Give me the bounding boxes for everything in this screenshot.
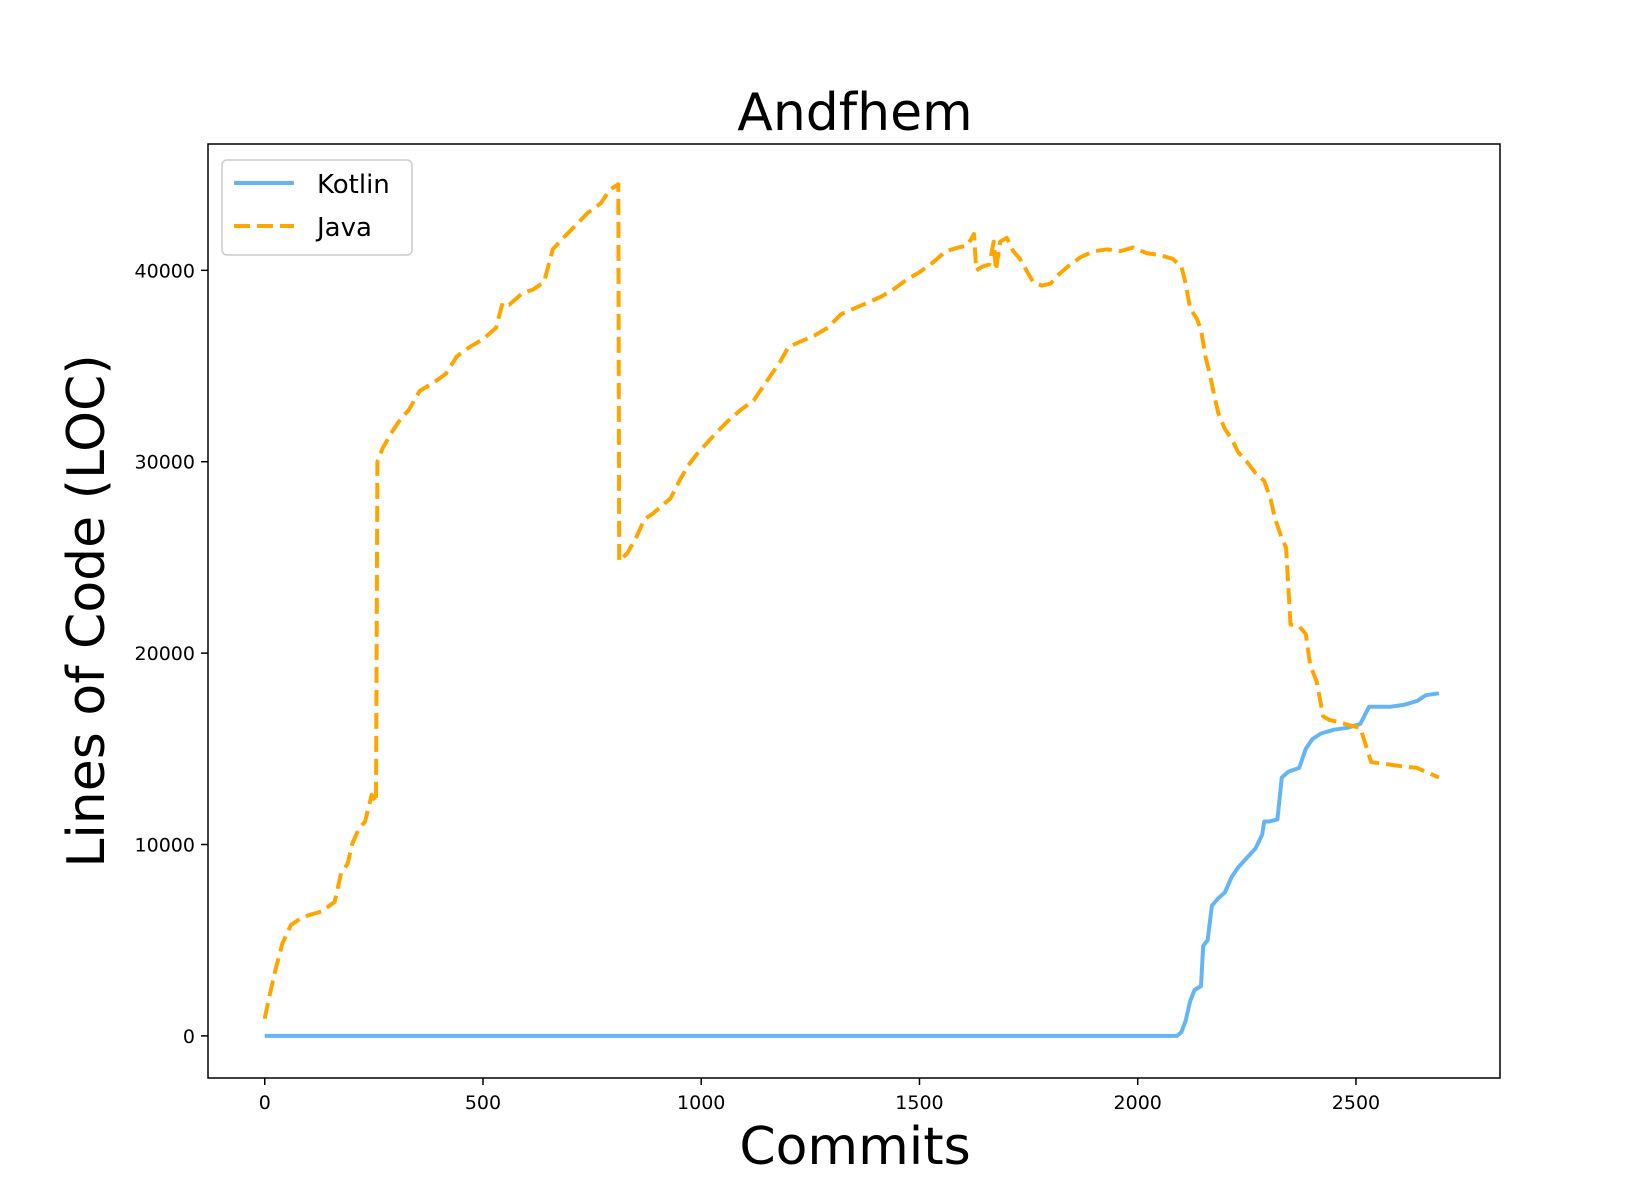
x-tick-label: 0	[259, 1092, 271, 1114]
y-tick-label: 10000	[135, 835, 195, 857]
x-tick-label: 2500	[1332, 1092, 1380, 1114]
y-tick-label: 30000	[135, 452, 195, 474]
y-axis-ticks: 0 10000 20000 30000 40000	[135, 260, 208, 1048]
legend: Kotlin Java	[221, 159, 413, 256]
x-axis-label: Commits	[739, 1117, 970, 1177]
y-tick-label: 40000	[135, 260, 195, 282]
y-tick-label: 0	[183, 1026, 195, 1048]
x-tick-label: 2000	[1114, 1092, 1162, 1114]
x-tick-label: 500	[465, 1092, 501, 1114]
chart-title: Andfhem	[737, 83, 972, 143]
series-layer	[262, 182, 1440, 1038]
series-line-java	[262, 182, 1440, 1020]
x-axis-ticks: 0 500 1000 1500 2000 2500	[259, 1078, 1380, 1114]
y-axis-label: Lines of Code (LOC)	[57, 354, 117, 867]
plot-area	[208, 144, 1500, 1078]
y-tick-label: 20000	[135, 643, 195, 665]
plot-frame	[207, 143, 1501, 1079]
legend-label-kotlin: Kotlin	[317, 170, 390, 200]
x-tick-label: 1000	[677, 1092, 725, 1114]
x-tick-label: 1500	[895, 1092, 943, 1114]
legend-label-java: Java	[315, 213, 372, 243]
